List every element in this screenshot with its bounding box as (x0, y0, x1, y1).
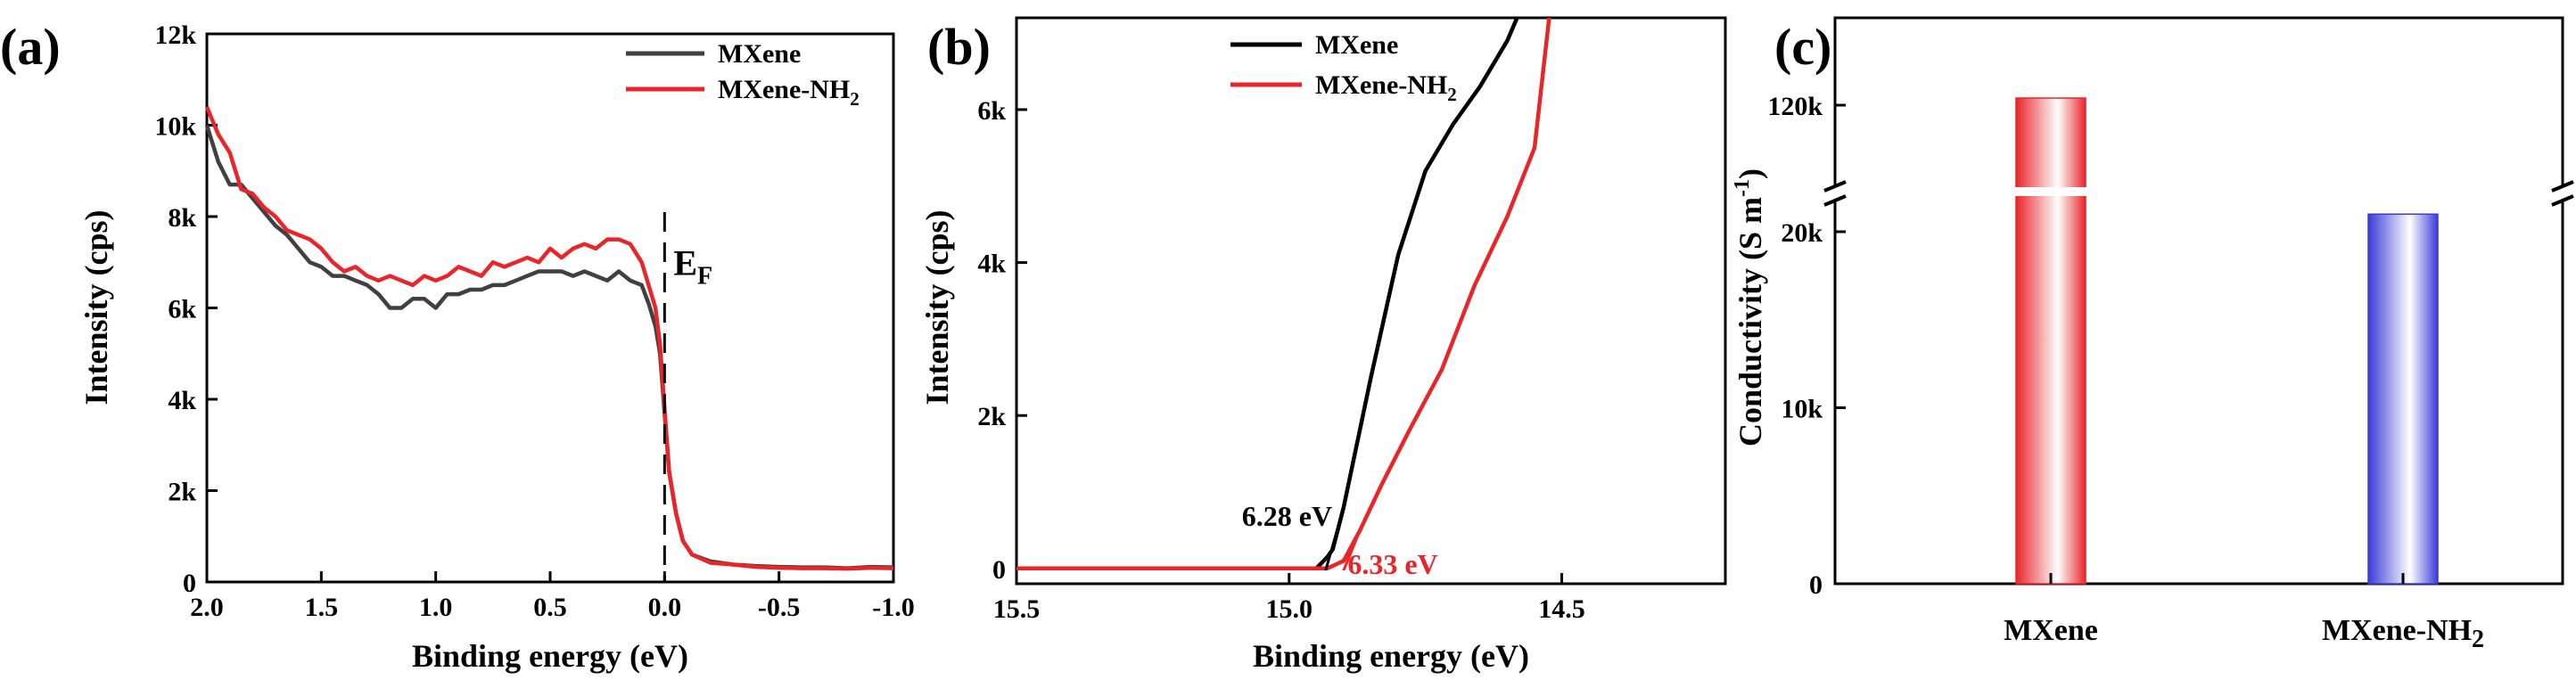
y-tick-label-b: 2k (977, 402, 1006, 431)
bars-c (2012, 97, 2439, 585)
series-group-a (204, 106, 894, 571)
axis-ticks-b: 15.5 15.0 14.5 0 2k 4k 6k (977, 96, 1584, 624)
y-tick-label-a: 2k (168, 478, 196, 507)
axis-ticks-a: 2.0 1.5 1.0 0.5 0.0 -0.5 -1.0 0 2k 4k 6k 8k 10k 12k (154, 20, 914, 622)
x-axis-title-b: Binding energy (eV) (1253, 638, 1529, 674)
x-tick-label-mxene-c: MXene (2004, 614, 2098, 647)
series-line-mxene-a (204, 124, 894, 570)
fermi-level-label-sub: F (697, 262, 712, 290)
legend-a: MXene MXene-NH2 (626, 39, 860, 110)
y-tick-label-c: 10k (1781, 395, 1823, 424)
y-tick-label-c: 20k (1781, 218, 1823, 248)
panel-c: (c) 0 10k 20k 120k MXene MXene-NH2 Conducti… (1731, 16, 2574, 653)
y-axis-title-b: Intensity (cps) (919, 209, 955, 405)
fermi-level-label-main: E (673, 242, 697, 283)
x-tick-label-a: -0.5 (758, 593, 801, 622)
x-tick-label-a: 0.0 (648, 593, 682, 622)
legend-label-mxene-nh2-b: MXene-NH2 (1315, 70, 1457, 105)
onset-label-mxene: 6.28 eV (1242, 500, 1332, 532)
legend-b: MXene MXene-NH2 (1230, 30, 1457, 105)
x-tick-label-b: 15.0 (1266, 594, 1313, 624)
bar-mxene (2015, 97, 2086, 585)
y-tick-label-b: 0 (992, 555, 1006, 585)
axis-break-mark-right (2551, 180, 2574, 207)
y-tick-label-a: 8k (168, 203, 196, 233)
x-tick-label-b: 15.5 (993, 594, 1041, 624)
onset-tangent-line (1342, 529, 1362, 570)
fermi-level-label: EF (673, 242, 712, 290)
y-tick-label-a: 0 (183, 569, 196, 598)
panel-label-b: (b) (927, 18, 991, 76)
plot-frame-c (1833, 16, 2564, 586)
series-group-b (1016, 18, 1551, 570)
legend-label-mxene-nh2-a: MXene-NH2 (718, 75, 860, 110)
y-tick-label-b: 6k (977, 96, 1006, 126)
plot-frame-a (205, 32, 895, 584)
panel-label-c: (c) (1774, 18, 1831, 76)
y-tick-label-c: 0 (1809, 570, 1823, 600)
onset-tangent-line (1324, 506, 1346, 570)
y-tick-label-a: 6k (168, 295, 196, 324)
x-axis-title-a: Binding energy (eV) (412, 638, 688, 674)
y-tick-label-a: 12k (154, 20, 196, 50)
y-axis-title-a: Intensity (cps) (78, 209, 114, 405)
x-tick-label-a: 0.5 (533, 593, 567, 622)
onset-label-mxene-nh2: 6.33 eV (1347, 548, 1437, 580)
panel-a: (a) 2.0 1.5 1.0 0.5 0.0 -0.5 -1.0 0 2k 4k 6k 8k 10k 1… (0, 18, 915, 674)
y-tick-label-b: 4k (977, 250, 1006, 279)
plot-frame-b (1015, 16, 1727, 586)
series-line-mxene-nh2-b (1016, 18, 1551, 570)
y-tick-label-c: 120k (1767, 92, 1823, 121)
x-tick-label-a: 2.0 (190, 593, 224, 622)
legend-label-mxene-a: MXene (718, 39, 801, 69)
axis-break-mark-left (1823, 180, 1847, 207)
y-tick-label-a: 4k (168, 386, 196, 415)
x-tick-label-a: 1.0 (419, 593, 453, 622)
panel-label-a: (a) (0, 18, 61, 76)
series-line-mxene-nh2-a (204, 106, 894, 571)
x-tick-label-mxene-nh2-c: MXene-NH2 (2322, 614, 2484, 653)
axis-ticks-c: 0 10k 20k 120k (1767, 92, 1846, 600)
y-tick-label-a: 10k (154, 112, 196, 142)
x-tick-label-b: 14.5 (1538, 594, 1585, 624)
bar-mxene-nh2 (2367, 213, 2439, 585)
bar-break-band (2012, 187, 2090, 196)
y-axis-title-c: Conductivity (S m-1) (1731, 168, 1768, 447)
x-tick-label-a: -1.0 (872, 593, 915, 622)
x-tick-label-a: 1.5 (305, 593, 339, 622)
legend-label-mxene-b: MXene (1315, 30, 1398, 60)
